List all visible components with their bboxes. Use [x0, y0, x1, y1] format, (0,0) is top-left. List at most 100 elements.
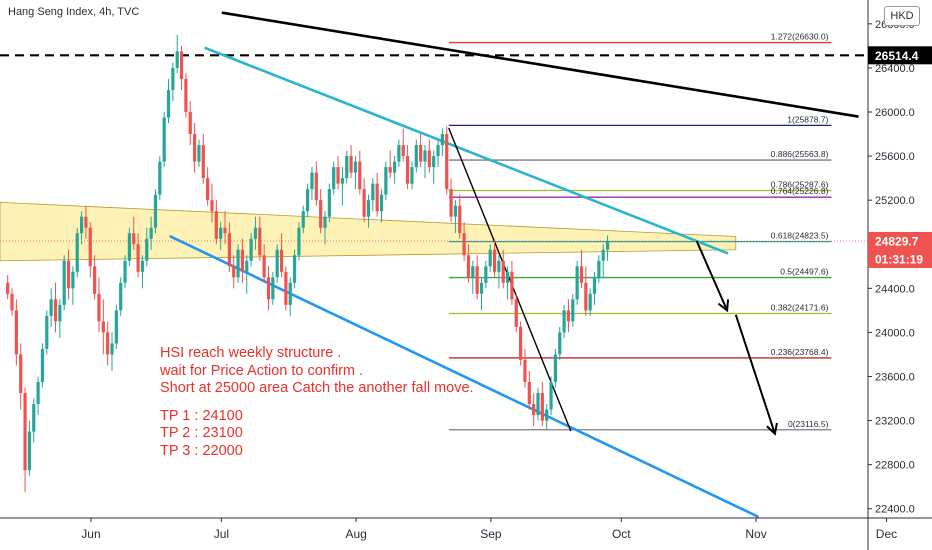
candle[interactable]	[445, 126, 449, 195]
candle[interactable]	[10, 288, 14, 316]
candle[interactable]	[527, 370, 531, 410]
candle[interactable]	[184, 73, 188, 118]
candle[interactable]	[136, 233, 140, 278]
candle[interactable]	[123, 255, 127, 289]
currency-badge[interactable]: HKD	[884, 6, 920, 26]
candle[interactable]	[149, 216, 153, 250]
candle[interactable]	[523, 348, 527, 388]
candle[interactable]	[166, 78, 171, 124]
candle[interactable]	[532, 393, 536, 427]
candle[interactable]	[440, 128, 444, 157]
candle[interactable]	[62, 255, 66, 311]
candle[interactable]	[519, 321, 523, 366]
candle[interactable]	[323, 211, 327, 245]
candle[interactable]	[349, 145, 353, 179]
candle[interactable]	[571, 293, 575, 327]
candle[interactable]	[592, 271, 597, 305]
candle[interactable]	[497, 255, 501, 289]
candle[interactable]	[558, 326, 562, 360]
candle[interactable]	[588, 288, 592, 316]
candle[interactable]	[240, 238, 245, 283]
candle[interactable]	[375, 172, 379, 217]
candle[interactable]	[258, 216, 262, 261]
candle[interactable]	[601, 244, 605, 278]
candle[interactable]	[492, 238, 497, 278]
candle[interactable]	[262, 244, 266, 283]
candle[interactable]	[75, 227, 79, 278]
candle[interactable]	[392, 156, 397, 184]
candle[interactable]	[605, 235, 610, 261]
candle[interactable]	[210, 183, 214, 223]
candle[interactable]	[597, 255, 601, 283]
candle[interactable]	[453, 200, 458, 234]
candle[interactable]	[388, 150, 392, 179]
candle[interactable]	[245, 255, 249, 294]
candle[interactable]	[405, 145, 410, 190]
candle[interactable]	[214, 200, 218, 245]
candle[interactable]	[45, 310, 49, 355]
candle[interactable]	[23, 387, 27, 493]
candle[interactable]	[53, 282, 58, 333]
candle[interactable]	[192, 123, 197, 173]
candle[interactable]	[488, 244, 492, 272]
candle[interactable]	[227, 222, 231, 272]
candle[interactable]	[288, 277, 292, 316]
candle[interactable]	[271, 271, 275, 305]
candle[interactable]	[179, 45, 184, 90]
candle[interactable]	[471, 260, 475, 294]
candle[interactable]	[419, 134, 423, 168]
candle[interactable]	[97, 277, 101, 333]
candle[interactable]	[101, 299, 105, 355]
candle[interactable]	[275, 244, 279, 283]
candle[interactable]	[427, 139, 431, 173]
candle[interactable]	[575, 260, 579, 305]
candle[interactable]	[314, 161, 318, 206]
candle[interactable]	[410, 161, 414, 190]
candle[interactable]	[88, 222, 92, 278]
candle[interactable]	[93, 255, 97, 300]
candle[interactable]	[127, 227, 131, 267]
candle[interactable]	[206, 167, 210, 206]
candle[interactable]	[379, 189, 384, 223]
candle[interactable]	[145, 227, 149, 267]
candle[interactable]	[414, 139, 418, 173]
candle[interactable]	[423, 145, 427, 179]
candle[interactable]	[279, 233, 284, 278]
candle[interactable]	[106, 321, 110, 366]
candle[interactable]	[536, 387, 540, 421]
candle[interactable]	[32, 398, 36, 443]
candle[interactable]	[306, 183, 310, 217]
candle[interactable]	[40, 343, 45, 388]
candle[interactable]	[319, 189, 323, 234]
projection-arrow[interactable]	[695, 240, 730, 313]
candle[interactable]	[219, 222, 223, 250]
candle[interactable]	[140, 255, 145, 289]
candle[interactable]	[132, 216, 136, 250]
candle[interactable]	[119, 277, 123, 316]
candle[interactable]	[579, 249, 584, 289]
candle[interactable]	[562, 304, 566, 338]
candle[interactable]	[36, 376, 40, 416]
candle[interactable]	[19, 343, 23, 410]
candle[interactable]	[584, 266, 588, 316]
candle[interactable]	[327, 183, 331, 223]
candle[interactable]	[223, 211, 227, 245]
candle[interactable]	[266, 266, 271, 311]
candle[interactable]	[345, 150, 349, 184]
candle[interactable]	[549, 376, 553, 416]
candle[interactable]	[6, 275, 10, 300]
drop-leg-line[interactable]	[448, 127, 572, 432]
candle[interactable]	[66, 249, 71, 300]
candle[interactable]	[171, 62, 175, 101]
candle[interactable]	[58, 299, 62, 338]
candle[interactable]	[566, 299, 571, 333]
candle[interactable]	[540, 381, 544, 427]
candle[interactable]	[353, 156, 358, 190]
candle[interactable]	[401, 128, 405, 162]
candle[interactable]	[201, 134, 205, 184]
candle[interactable]	[253, 216, 258, 250]
candle[interactable]	[332, 161, 336, 195]
candle[interactable]	[336, 156, 340, 190]
candle[interactable]	[197, 139, 201, 168]
